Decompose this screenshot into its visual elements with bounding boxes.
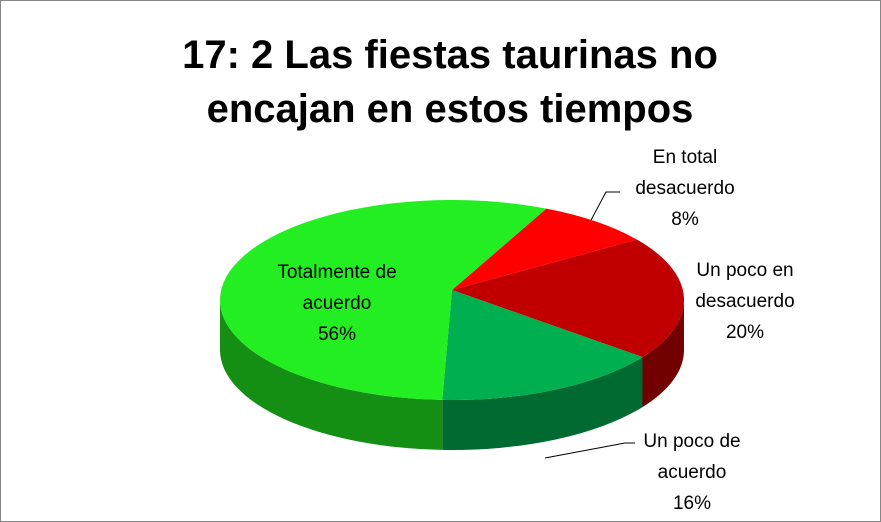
pie-slice xyxy=(452,239,684,358)
slice-label: En total desacuerdo xyxy=(635,147,734,199)
slice-label: Un poco en desacuerdo xyxy=(695,260,794,312)
slice-value-label: 8% xyxy=(671,209,699,230)
pie-slice xyxy=(220,200,547,400)
slice-value-label: 56% xyxy=(318,324,356,345)
pie-side xyxy=(220,300,443,450)
pie-slice xyxy=(442,290,643,400)
leader-line xyxy=(589,191,620,223)
slice-label: Totalmente de acuerdo xyxy=(277,262,396,314)
slice-value-label: 16% xyxy=(673,493,711,514)
chart-title: 17: 2 Las fiestas taurinas no encajan en … xyxy=(182,33,718,131)
pie-slice xyxy=(452,208,637,290)
slice-label: Un poco de acuerdo xyxy=(643,431,740,483)
pie-side xyxy=(642,300,684,408)
leader-line xyxy=(544,442,635,459)
slice-value-label: 20% xyxy=(726,322,764,343)
pie-side xyxy=(442,357,643,450)
